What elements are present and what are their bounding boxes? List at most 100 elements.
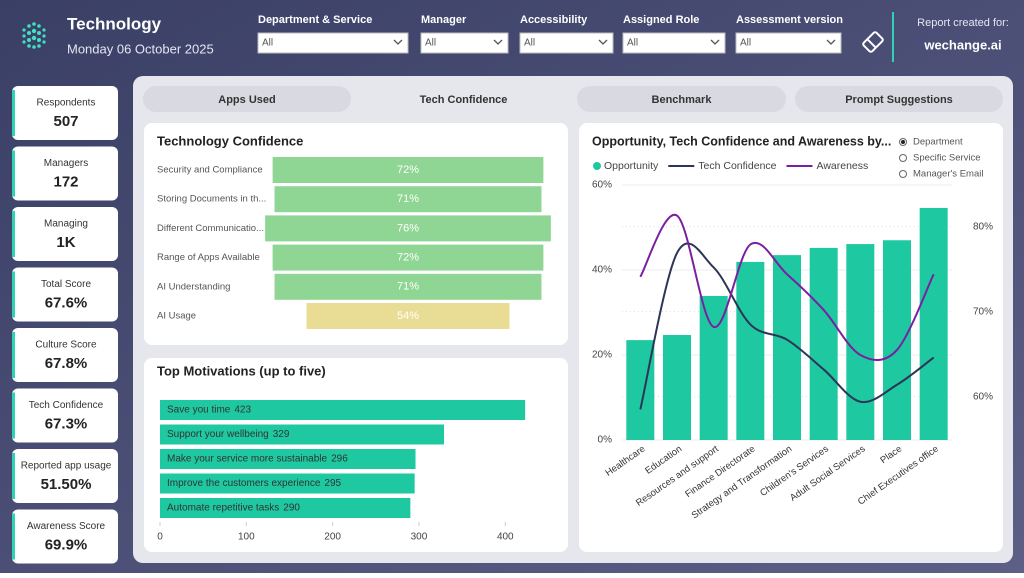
- chevron: [493, 39, 503, 45]
- legend-swatch: [593, 162, 601, 170]
- x-tick-label: 200: [324, 532, 341, 543]
- option-label[interactable]: Specific Service: [913, 153, 981, 164]
- kpi-value: 1K: [56, 234, 75, 251]
- value-label: 71%: [397, 281, 419, 293]
- chevron: [393, 39, 403, 45]
- kpi-value: 67.6%: [45, 294, 88, 311]
- bar: [809, 247, 838, 440]
- kpi-card: [12, 388, 118, 443]
- kpi-accent: [12, 211, 15, 257]
- bar: [626, 340, 655, 440]
- y-tick-label: 20%: [592, 350, 612, 361]
- category-label: Improve the customers experience: [167, 478, 321, 489]
- kpi-label: Managers: [44, 158, 88, 169]
- page-date: Monday 06 October 2025: [67, 41, 214, 56]
- y-tick-label: 60%: [592, 180, 612, 191]
- report-label: Report created for:: [917, 17, 1009, 29]
- x-tick-label: 300: [411, 532, 428, 543]
- kpi-label: Respondents: [37, 98, 96, 109]
- kpi-accent: [12, 271, 15, 318]
- filter-label: Department & Service: [258, 14, 372, 26]
- page-title: Technology: [67, 14, 162, 33]
- x-tick-label: 400: [497, 532, 514, 543]
- chevron: [598, 39, 608, 45]
- kpi-value: 67.3%: [45, 415, 88, 432]
- chart-title: Opportunity, Tech Confidence and Awarene…: [592, 134, 891, 148]
- kpi-accent: [12, 392, 15, 439]
- y2-tick-label: 60%: [973, 391, 993, 402]
- category-label: AI Understanding: [157, 281, 230, 292]
- value-label: 71%: [397, 193, 419, 205]
- value-label: 329: [273, 429, 290, 440]
- category-label: Different Communicatio...: [157, 223, 264, 234]
- category-label: Range of Apps Available: [157, 252, 260, 263]
- kpi-value: 507: [53, 113, 78, 130]
- tab[interactable]: [795, 86, 1003, 112]
- bar: [306, 303, 510, 329]
- report-org: wechange.ai: [923, 37, 1001, 52]
- value-label: 290: [283, 503, 300, 514]
- kpi-value: 67.8%: [45, 355, 88, 372]
- category-label: Save you time: [167, 405, 231, 416]
- dropdown[interactable]: [622, 32, 726, 54]
- bar: [883, 240, 911, 440]
- value-label: 296: [331, 454, 348, 465]
- dropdown[interactable]: [519, 32, 614, 54]
- tab-label[interactable]: Prompt Suggestions: [845, 94, 953, 106]
- filter-label: Assigned Role: [623, 14, 699, 26]
- radio[interactable]: [899, 154, 907, 162]
- category-label: Make your service more sustainable: [167, 454, 328, 465]
- y2-tick-label: 80%: [973, 221, 993, 232]
- legend-label: Opportunity: [604, 160, 659, 172]
- bar: [736, 261, 765, 440]
- option-label[interactable]: Manager's Email: [913, 169, 983, 180]
- line: [639, 214, 935, 361]
- kpi-card: [12, 86, 118, 140]
- bar: [846, 244, 875, 440]
- kpi-value: 172: [53, 173, 78, 190]
- logo: [22, 22, 46, 49]
- category-label: Support your wellbeing: [167, 429, 269, 440]
- filter-label: Assessment version: [736, 14, 843, 26]
- bar: [160, 473, 415, 494]
- legend-label: Tech Confidence: [698, 160, 776, 172]
- tab-label[interactable]: Apps Used: [218, 94, 275, 106]
- dropdown[interactable]: [735, 32, 842, 54]
- bar: [160, 498, 411, 518]
- kpi-accent: [12, 150, 15, 197]
- dropdown[interactable]: [420, 32, 509, 54]
- dropdown[interactable]: [257, 32, 409, 54]
- kpi-card: [12, 509, 118, 564]
- y2-tick-label: 70%: [973, 306, 993, 317]
- kpi-label: Reported app usage: [21, 461, 112, 472]
- tab-label[interactable]: Benchmark: [652, 94, 713, 106]
- eraser-icon[interactable]: [862, 31, 884, 53]
- kpi-accent: [12, 453, 15, 499]
- kpi-label: Tech Confidence: [29, 400, 104, 411]
- kpi-label: Awareness Score: [27, 521, 106, 532]
- kpi-card: [12, 146, 118, 201]
- bar: [160, 424, 445, 445]
- value-label: 76%: [397, 222, 419, 234]
- dropdown-value: All: [524, 38, 535, 49]
- bar: [274, 186, 542, 213]
- bar: [160, 449, 416, 469]
- dropdown-value: All: [425, 38, 436, 49]
- tab[interactable]: [577, 86, 786, 112]
- category-label: Storing Documents in th...: [157, 194, 266, 205]
- kpi-accent: [12, 332, 15, 378]
- value-label: 72%: [397, 164, 419, 176]
- tab[interactable]: [143, 86, 351, 112]
- bar: [160, 400, 526, 420]
- radio[interactable]: [899, 170, 907, 178]
- filter-label: Accessibility: [520, 14, 588, 26]
- kpi-label: Total Score: [41, 279, 91, 290]
- tab-label[interactable]: Tech Confidence: [420, 94, 508, 106]
- bar: [663, 335, 691, 440]
- filter-label: Manager: [421, 14, 467, 26]
- bar: [272, 157, 544, 183]
- option-label[interactable]: Department: [913, 137, 963, 148]
- value-label: 423: [234, 405, 251, 416]
- kpi-label: Culture Score: [35, 340, 97, 351]
